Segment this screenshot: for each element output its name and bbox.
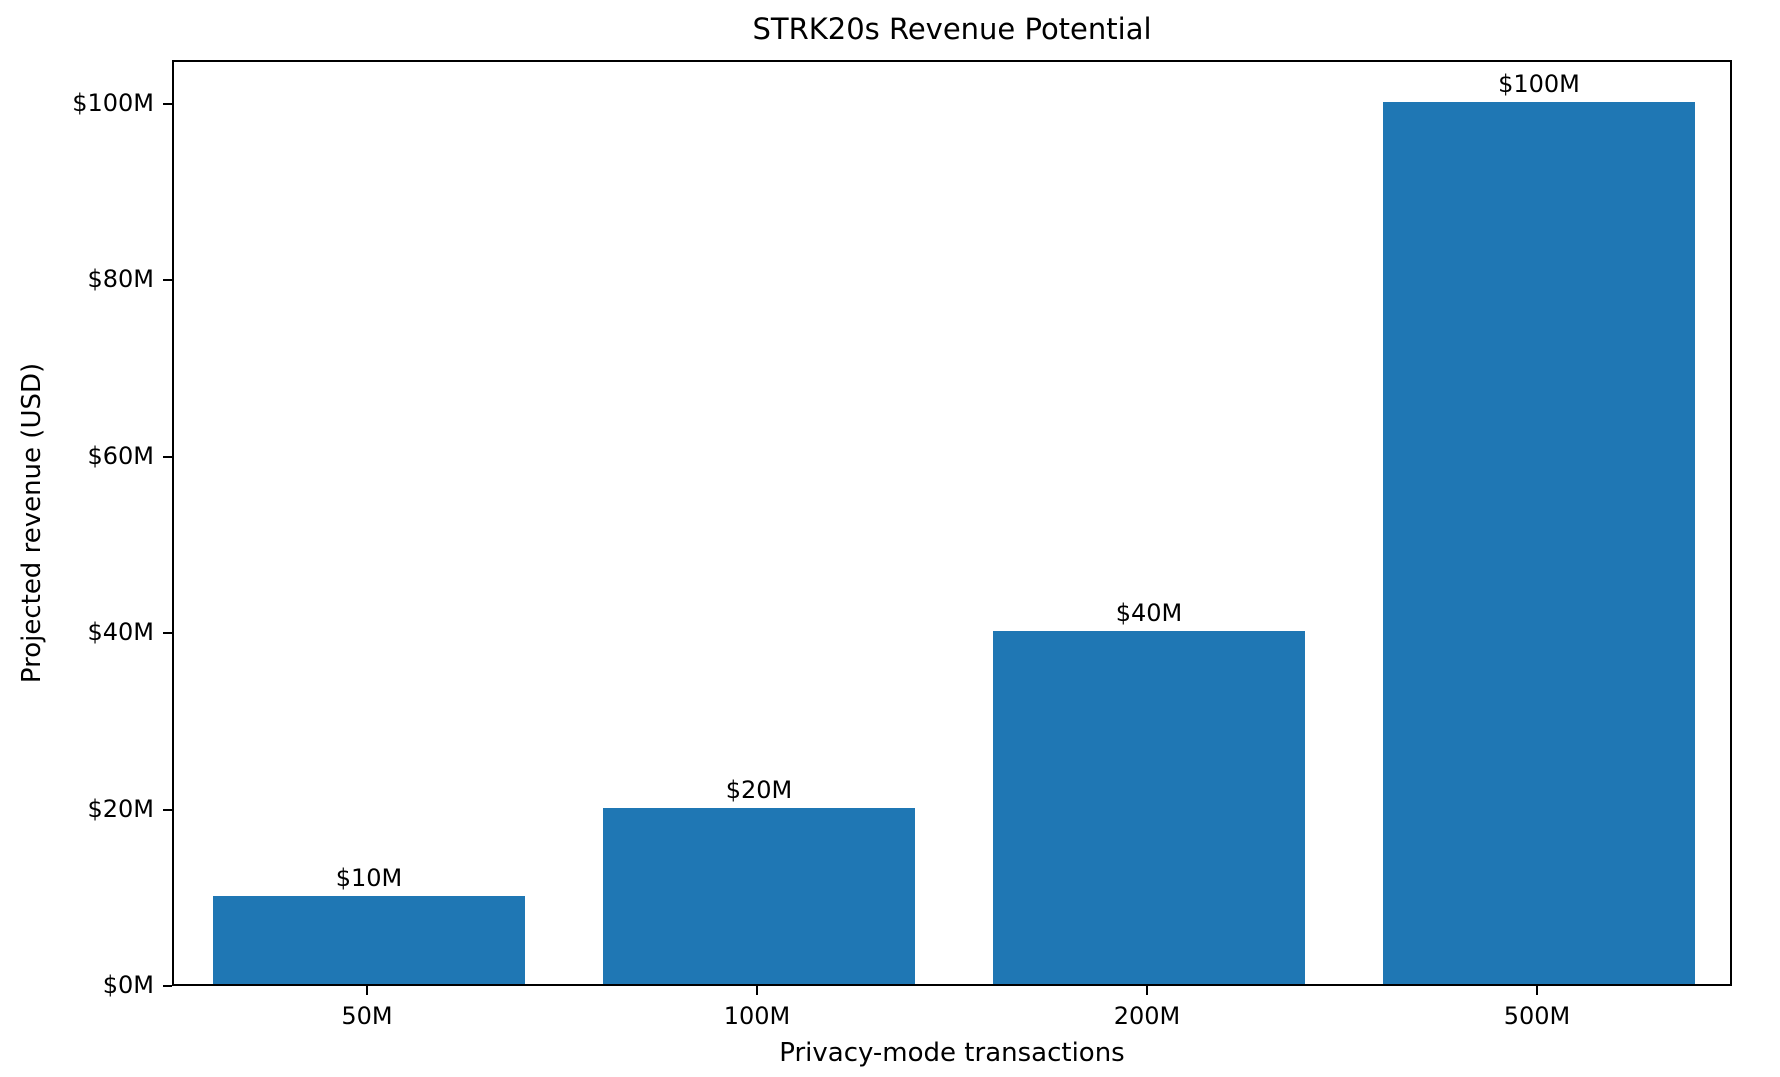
x-tick-mark xyxy=(366,986,368,995)
x-tick-label: 500M xyxy=(1503,1002,1571,1030)
y-tick-label: $60M xyxy=(87,441,154,470)
y-tick-mark xyxy=(163,279,172,282)
x-tick-mark xyxy=(1536,986,1538,995)
y-tick-label: $40M xyxy=(87,618,154,647)
bar-value-label: $100M xyxy=(1498,70,1580,99)
y-tick-label: $100M xyxy=(72,89,154,118)
bar xyxy=(1383,102,1695,984)
y-tick-mark xyxy=(163,455,172,458)
bar-value-label: $20M xyxy=(725,775,793,804)
y-tick-label: $20M xyxy=(87,794,154,823)
bar-value-label: $40M xyxy=(1115,599,1183,628)
chart-title: STRK20s Revenue Potential xyxy=(752,12,1152,46)
bar xyxy=(993,631,1305,984)
y-tick-label: $80M xyxy=(87,265,154,294)
y-tick-mark xyxy=(163,808,172,811)
x-tick-mark xyxy=(1146,986,1148,995)
x-tick-label: 200M xyxy=(1113,1002,1181,1030)
bar xyxy=(213,895,525,984)
x-tick-mark xyxy=(756,986,758,995)
x-tick-label: 100M xyxy=(723,1002,791,1030)
y-tick-mark xyxy=(163,632,172,635)
bar-value-label: $10M xyxy=(335,863,403,892)
plot-area: $10M $20M $40M $100M xyxy=(172,60,1732,986)
y-tick-mark xyxy=(163,985,172,987)
y-tick-mark xyxy=(163,103,172,106)
y-tick-label: $0M xyxy=(102,971,154,999)
bar xyxy=(603,807,915,984)
x-axis-label: Privacy-mode transactions xyxy=(779,1038,1125,1068)
x-tick-label: 50M xyxy=(341,1002,393,1030)
